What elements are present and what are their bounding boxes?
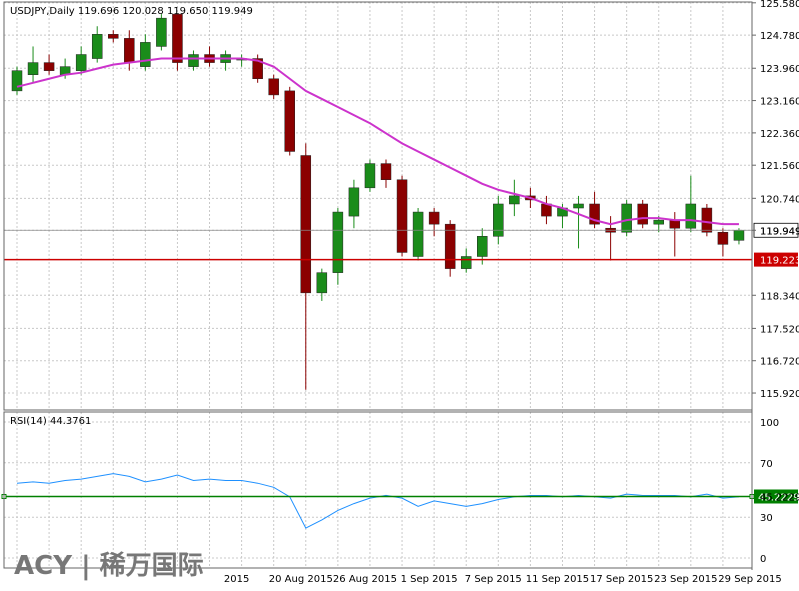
rsi-y-tick-label: 30: [760, 513, 773, 524]
candle-body: [460, 256, 472, 269]
candle-body: [685, 203, 697, 229]
candle-body: [701, 207, 713, 233]
x-tick-label: 1 Sep 2015: [401, 574, 458, 585]
rsi-y-tick-label: 70: [760, 459, 773, 470]
rsi-y-tick-label: 0: [760, 554, 766, 565]
rsi-value-label: 45.2229: [758, 492, 799, 503]
axis-labels: 2015 20 Aug 2015 26 Aug 2015 1 Sep 2015 7 Se…: [224, 0, 799, 585]
candle-body: [252, 58, 263, 80]
candle-body: [332, 211, 344, 273]
candle-body: [621, 203, 632, 233]
candle-body: [188, 54, 199, 67]
rsi-y-tick-label: 45.2229: [760, 492, 799, 503]
candle-body: [412, 211, 424, 257]
candle-body: [11, 70, 23, 92]
candle-body: [733, 229, 745, 241]
y-tick-label: 123.960: [760, 64, 799, 75]
y-tick-label: 125.580: [760, 0, 799, 10]
x-tick-label: 23 Sep 2015: [654, 574, 717, 585]
y-tick-label: 117.520: [760, 324, 799, 335]
rsi-label: RSI(14) 44.3761: [10, 416, 91, 427]
candle-body: [140, 42, 151, 67]
main-hlines: 119.223 119.949: [4, 222, 799, 267]
rsi-value-box: [754, 489, 798, 504]
y-tick-label: 116.720: [760, 357, 799, 368]
ma-line: [16, 57, 739, 226]
symbol-label: USDJPY,Daily 119.696 120.028 119.650 119…: [10, 6, 253, 17]
x-tick-label: 7 Sep 2015: [465, 574, 522, 585]
x-tick-label: 17 Sep 2015: [590, 574, 653, 585]
x-tick-label: 20 Aug 2015: [269, 574, 333, 585]
candle-body: [91, 34, 103, 59]
support-price-label: 119.223: [760, 256, 799, 267]
candle-body: [477, 236, 488, 257]
support-price-box: [754, 252, 798, 267]
candle-body: [509, 195, 520, 205]
candle-body: [589, 203, 600, 225]
x-tick-label: 26 Aug 2015: [333, 574, 397, 585]
y-tick-label: 122.360: [760, 129, 799, 140]
candle-body: [396, 179, 408, 253]
candle-body: [108, 34, 119, 39]
candle-body: [284, 90, 295, 152]
candle-body: [27, 62, 39, 75]
current-price-label: 119.949: [760, 226, 799, 237]
candle-body: [364, 163, 376, 189]
y-tick-label: 124.780: [760, 31, 799, 42]
y-tick-label: 118.340: [760, 291, 799, 302]
candle-body: [444, 223, 456, 269]
candle-body: [637, 203, 648, 225]
acy-logo: ACY | 稀万国际: [14, 551, 204, 581]
candle-body: [669, 219, 681, 229]
candle-body: [493, 203, 504, 237]
candle-body: [268, 78, 279, 96]
candle-body: [172, 13, 183, 63]
y-tick-label: 119.949: [760, 226, 799, 237]
candle-body: [75, 54, 87, 71]
x-tick-label: 11 Sep 2015: [526, 574, 589, 585]
candle-body: [156, 17, 167, 47]
main-ma: [16, 57, 739, 226]
y-tick-label: 121.560: [760, 161, 799, 172]
candle-body: [316, 272, 328, 294]
candle-body: [124, 38, 135, 63]
y-tick-label: 123.160: [760, 97, 799, 108]
x-tick-label: 29 Sep 2015: [718, 574, 781, 585]
candle-body: [348, 187, 360, 217]
y-tick-label: 120.740: [760, 194, 799, 205]
candle-body: [300, 155, 312, 294]
rsi-y-tick-label: 100: [760, 418, 779, 429]
candle-body: [428, 211, 440, 225]
candle-body: [380, 163, 392, 180]
logo-text: ACY | 稀万国际: [14, 551, 204, 581]
candle-body: [43, 62, 55, 71]
y-tick-label: 115.920: [760, 389, 799, 400]
candle-body: [653, 219, 664, 225]
x-tick-label: 2015: [224, 574, 249, 585]
candle-body: [717, 232, 729, 245]
candle-body: [573, 203, 584, 209]
